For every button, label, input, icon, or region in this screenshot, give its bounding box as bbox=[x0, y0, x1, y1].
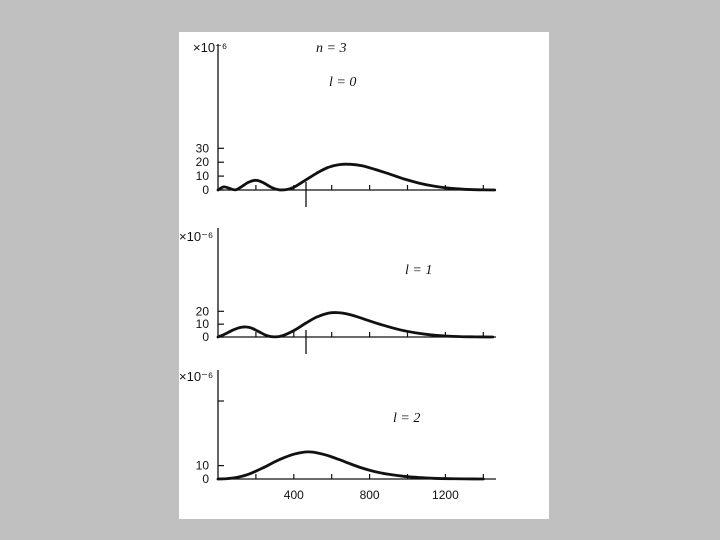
x-tick-label: 400 bbox=[284, 488, 304, 502]
panel-l2: 010 400 800 1200 ×10⁻⁶ l = 2 bbox=[179, 369, 496, 502]
y-scale-factor: ×10⁻⁶ bbox=[193, 40, 227, 55]
y-tick-label: 0 bbox=[202, 330, 209, 344]
y-tick-label: 20 bbox=[196, 155, 210, 169]
y-tick-label: 0 bbox=[202, 183, 209, 197]
distribution-curve bbox=[216, 311, 495, 339]
y-tick-label: 20 bbox=[196, 304, 210, 318]
y-tick-label: 0 bbox=[202, 472, 209, 486]
y-tick-label: 10 bbox=[196, 317, 210, 331]
distribution-curve bbox=[216, 450, 485, 481]
panel-annotation: n = 3 bbox=[316, 41, 346, 56]
y-tick-label: 10 bbox=[196, 169, 210, 183]
panel-annotation: l = 2 bbox=[393, 411, 420, 426]
x-tick-label: 800 bbox=[360, 488, 380, 502]
y-scale-factor: ×10⁻⁶ bbox=[179, 369, 213, 384]
y-tick-label: 30 bbox=[196, 141, 210, 155]
y-scale-factor: ×10⁻⁶ bbox=[179, 229, 213, 244]
panel-annotation: l = 0 bbox=[329, 75, 356, 90]
x-tick-label: 1200 bbox=[432, 488, 459, 502]
panel-annotation: l = 1 bbox=[405, 263, 432, 278]
distribution-curve bbox=[216, 162, 497, 192]
y-tick-label: 10 bbox=[196, 459, 210, 473]
